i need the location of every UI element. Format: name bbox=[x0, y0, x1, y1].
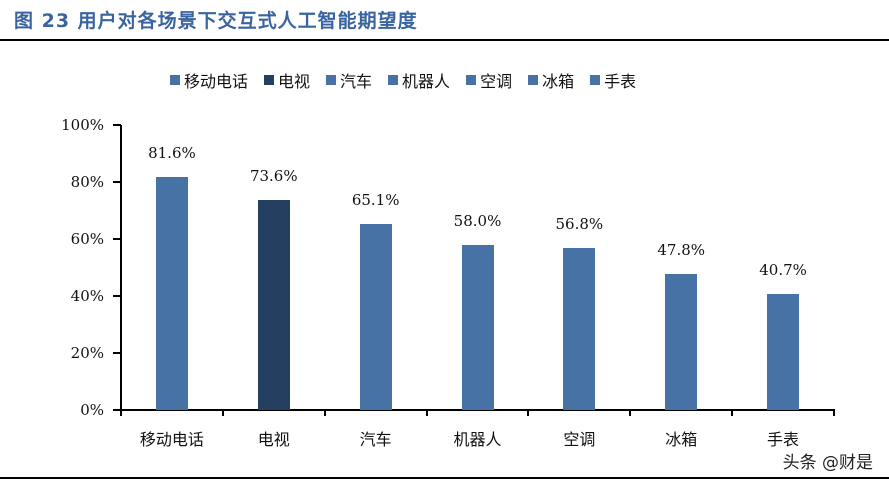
y-tick bbox=[113, 124, 121, 126]
x-tick bbox=[731, 409, 734, 416]
legend-label: 手表 bbox=[604, 72, 637, 91]
bar-value-label: 40.7% bbox=[759, 261, 807, 279]
legend-label: 冰箱 bbox=[542, 72, 575, 91]
bar-value-label: 73.6% bbox=[249, 167, 298, 186]
legend-label: 空调 bbox=[480, 72, 513, 91]
y-tick bbox=[113, 238, 121, 240]
y-tick bbox=[113, 295, 121, 297]
bar-value-label: 47.8% bbox=[657, 240, 706, 259]
x-axis bbox=[113, 409, 835, 411]
y-axis bbox=[120, 125, 122, 411]
legend-item: 手表 bbox=[590, 68, 636, 92]
y-tick bbox=[113, 409, 121, 411]
chart-title: 图 23 用户对各场景下交互式人工智能期望度 bbox=[14, 10, 418, 32]
x-category-label: 空调 bbox=[563, 430, 596, 449]
legend-label: 电视 bbox=[278, 72, 311, 91]
x-tick bbox=[221, 409, 224, 416]
bar-value-label: 56.8% bbox=[555, 215, 604, 234]
bar bbox=[563, 248, 596, 410]
legend-label: 汽车 bbox=[340, 72, 373, 91]
x-tick bbox=[425, 409, 428, 416]
y-tick-label: 100% bbox=[61, 116, 104, 134]
bar bbox=[359, 224, 392, 410]
y-tick bbox=[113, 352, 121, 354]
y-tick-label: 0% bbox=[80, 401, 104, 419]
x-category-label: 手表 bbox=[767, 430, 800, 449]
bar bbox=[665, 273, 698, 410]
legend-swatch-icon bbox=[528, 75, 539, 85]
legend-item: 空调 bbox=[466, 68, 512, 92]
y-tick-label: 60% bbox=[70, 230, 104, 248]
x-tick bbox=[120, 409, 122, 416]
bar bbox=[257, 200, 290, 410]
x-category-label: 电视 bbox=[257, 430, 290, 449]
legend-item: 机器人 bbox=[388, 68, 450, 92]
watermark: 头条 @财是 bbox=[782, 453, 873, 473]
bar bbox=[461, 244, 494, 410]
y-tick bbox=[113, 181, 121, 183]
y-tick-label: 20% bbox=[70, 344, 104, 362]
legend-item: 汽车 bbox=[326, 68, 372, 92]
bar-value-label: 65.1% bbox=[351, 191, 400, 210]
legend-swatch-icon bbox=[388, 75, 399, 85]
legend-label: 机器人 bbox=[402, 72, 451, 91]
legend-swatch-icon bbox=[326, 75, 337, 85]
legend-label: 移动电话 bbox=[184, 72, 249, 91]
legend-swatch-icon bbox=[170, 75, 180, 85]
title-divider bbox=[0, 39, 889, 41]
x-tick bbox=[629, 409, 632, 416]
bar-value-label: 58.0% bbox=[453, 211, 502, 230]
x-tick bbox=[833, 409, 835, 416]
chart-legend: 移动电话 电视 汽车 机器人 空调 冰箱 手表 bbox=[170, 68, 636, 92]
legend-item: 冰箱 bbox=[528, 68, 574, 92]
x-category-label: 冰箱 bbox=[665, 430, 698, 449]
x-category-label: 机器人 bbox=[453, 430, 502, 449]
legend-swatch-icon bbox=[466, 75, 477, 85]
legend-swatch-icon bbox=[264, 75, 275, 85]
legend-swatch-icon bbox=[590, 75, 601, 85]
x-category-label: 汽车 bbox=[359, 430, 392, 449]
y-tick-label: 80% bbox=[70, 173, 104, 191]
bottom-divider bbox=[0, 477, 889, 479]
legend-item: 移动电话 bbox=[170, 68, 248, 92]
x-category-label: 移动电话 bbox=[139, 430, 204, 449]
bar bbox=[767, 294, 800, 410]
bar bbox=[155, 177, 188, 410]
legend-item: 电视 bbox=[264, 68, 310, 92]
bar-value-label: 81.6% bbox=[148, 144, 196, 163]
y-tick-label: 40% bbox=[70, 287, 104, 305]
x-tick bbox=[323, 409, 326, 416]
x-tick bbox=[527, 409, 530, 416]
